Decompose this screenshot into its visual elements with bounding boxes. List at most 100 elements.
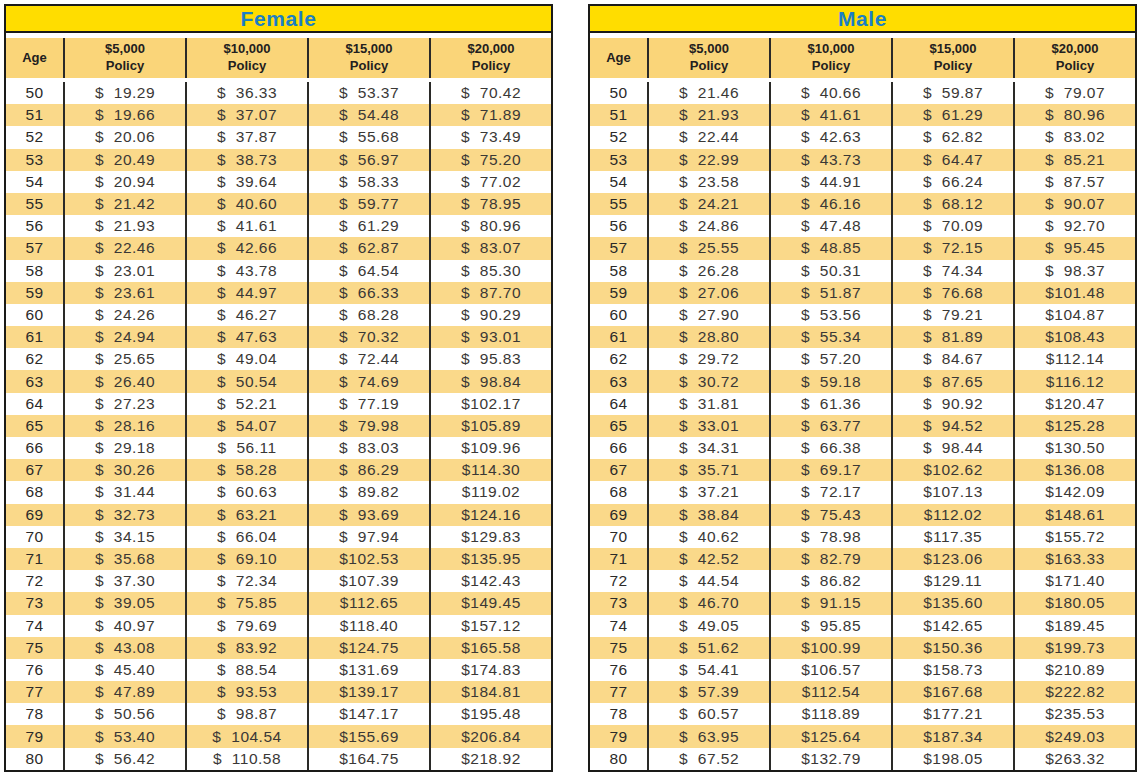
rate-cell: $ 40.97 — [63, 615, 185, 637]
table-row: 76$ 45.40$ 88.54$131.69$174.83 — [6, 659, 551, 681]
rate-cell: $117.35 — [891, 526, 1013, 548]
age-cell: 75 — [590, 637, 647, 659]
table-row: 61$ 24.94$ 47.63$ 70.32$ 93.01 — [6, 326, 551, 348]
age-column-header: Age — [6, 38, 63, 78]
rate-cell: $ 53.56 — [769, 304, 891, 326]
table-row: 72$ 44.54$ 86.82$129.11$171.40 — [590, 570, 1135, 592]
policy-amount-label: $10,000 — [808, 41, 855, 58]
rate-cell: $ 22.99 — [647, 149, 769, 171]
rate-cell: $ 24.86 — [647, 215, 769, 237]
policy-amount-label: $15,000 — [930, 41, 977, 58]
rate-cell: $ 28.16 — [63, 415, 185, 437]
age-cell: 69 — [590, 504, 647, 526]
rate-cell: $ 98.84 — [429, 370, 551, 392]
rate-cell: $ 43.08 — [63, 637, 185, 659]
age-cell: 76 — [590, 659, 647, 681]
rate-cell: $ 40.62 — [647, 526, 769, 548]
rate-cell: $ 28.80 — [647, 326, 769, 348]
rate-cell: $ 98.37 — [1013, 260, 1135, 282]
rate-cell: $ 64.47 — [891, 149, 1013, 171]
rate-cell: $ 55.34 — [769, 326, 891, 348]
age-cell: 66 — [6, 437, 63, 459]
rate-cell: $107.13 — [891, 481, 1013, 503]
rate-cell: $106.57 — [769, 659, 891, 681]
rate-cell: $ 29.18 — [63, 437, 185, 459]
rate-cell: $235.53 — [1013, 703, 1135, 725]
rate-cell: $ 70.32 — [307, 326, 429, 348]
rate-cell: $ 93.01 — [429, 326, 551, 348]
rate-cell: $ 30.26 — [63, 459, 185, 481]
rate-cell: $ 24.94 — [63, 326, 185, 348]
policy-word-label: Policy — [690, 58, 728, 75]
age-cell: 52 — [590, 126, 647, 148]
rate-cell: $ 83.92 — [185, 637, 307, 659]
age-cell: 68 — [590, 481, 647, 503]
rate-cell: $210.89 — [1013, 659, 1135, 681]
rate-cell: $ 45.40 — [63, 659, 185, 681]
table-row: 50$ 19.29$ 36.33$ 53.37$ 70.42 — [6, 82, 551, 104]
age-cell: 74 — [6, 615, 63, 637]
table-row: 59$ 27.06$ 51.87$ 76.68$101.48 — [590, 282, 1135, 304]
age-cell: 63 — [590, 370, 647, 392]
rate-cell: $ 37.07 — [185, 104, 307, 126]
rate-cell: $ 42.52 — [647, 548, 769, 570]
rate-cell: $ 97.94 — [307, 526, 429, 548]
rate-cell: $ 68.12 — [891, 193, 1013, 215]
table-row: 73$ 46.70$ 91.15$135.60$180.05 — [590, 592, 1135, 614]
rate-cell: $ 50.31 — [769, 260, 891, 282]
table-row: 72$ 37.30$ 72.34$107.39$142.43 — [6, 570, 551, 592]
table-row: 70$ 34.15$ 66.04$ 97.94$129.83 — [6, 526, 551, 548]
rate-cell: $165.58 — [429, 637, 551, 659]
age-cell: 62 — [6, 348, 63, 370]
rate-cell: $ 25.65 — [63, 348, 185, 370]
age-cell: 63 — [6, 370, 63, 392]
policy-15000-column-header: $15,000 Policy — [891, 38, 1013, 78]
policy-5000-column-header: $5,000 Policy — [63, 38, 185, 78]
rate-cell: $ 53.37 — [307, 82, 429, 104]
rate-cell: $ 85.30 — [429, 260, 551, 282]
age-cell: 58 — [590, 260, 647, 282]
age-cell: 65 — [6, 415, 63, 437]
rate-cell: $150.36 — [891, 637, 1013, 659]
rate-cell: $ 78.98 — [769, 526, 891, 548]
rate-cell: $ 110.58 — [185, 748, 307, 770]
age-cell: 54 — [6, 171, 63, 193]
table-row: 68$ 31.44$ 60.63$ 89.82$119.02 — [6, 481, 551, 503]
rate-cell: $ 78.95 — [429, 193, 551, 215]
rate-cell: $ 75.20 — [429, 149, 551, 171]
rate-cell: $ 46.16 — [769, 193, 891, 215]
rate-cell: $135.60 — [891, 592, 1013, 614]
rate-cell: $171.40 — [1013, 570, 1135, 592]
rate-cell: $ 57.20 — [769, 348, 891, 370]
rate-cell: $187.34 — [891, 725, 1013, 747]
rate-cell: $ 74.34 — [891, 260, 1013, 282]
rate-cell: $206.84 — [429, 725, 551, 747]
rate-cell: $ 56.42 — [63, 748, 185, 770]
rate-cell: $ 36.33 — [185, 82, 307, 104]
rate-cell: $129.83 — [429, 526, 551, 548]
age-cell: 77 — [6, 681, 63, 703]
rate-cell: $ 47.89 — [63, 681, 185, 703]
policy-amount-label: $5,000 — [689, 41, 729, 58]
age-cell: 73 — [6, 592, 63, 614]
rate-cell: $136.08 — [1013, 459, 1135, 481]
rate-cell: $ 64.54 — [307, 260, 429, 282]
rate-cell: $149.45 — [429, 592, 551, 614]
rate-cell: $ 84.67 — [891, 348, 1013, 370]
rate-cell: $ 24.26 — [63, 304, 185, 326]
rate-cell: $ 83.02 — [1013, 126, 1135, 148]
age-cell: 76 — [6, 659, 63, 681]
table-row: 79$ 63.95$125.64$187.34$249.03 — [590, 725, 1135, 747]
rate-cell: $ 23.61 — [63, 282, 185, 304]
policy-10000-column-header: $10,000 Policy — [185, 38, 307, 78]
rate-cell: $ 20.06 — [63, 126, 185, 148]
rate-cell: $147.17 — [307, 703, 429, 725]
rate-cell: $ 27.90 — [647, 304, 769, 326]
male-rate-table: Male Age $5,000 Policy $10,000 Policy $1… — [588, 4, 1137, 772]
table-row: 66$ 34.31$ 66.38$ 98.44$130.50 — [590, 437, 1135, 459]
rate-cell: $ 49.04 — [185, 348, 307, 370]
rate-cell: $ 69.17 — [769, 459, 891, 481]
table-row: 71$ 42.52$ 82.79$123.06$163.33 — [590, 548, 1135, 570]
male-table-title: Male — [590, 6, 1135, 33]
rate-cell: $ 90.07 — [1013, 193, 1135, 215]
